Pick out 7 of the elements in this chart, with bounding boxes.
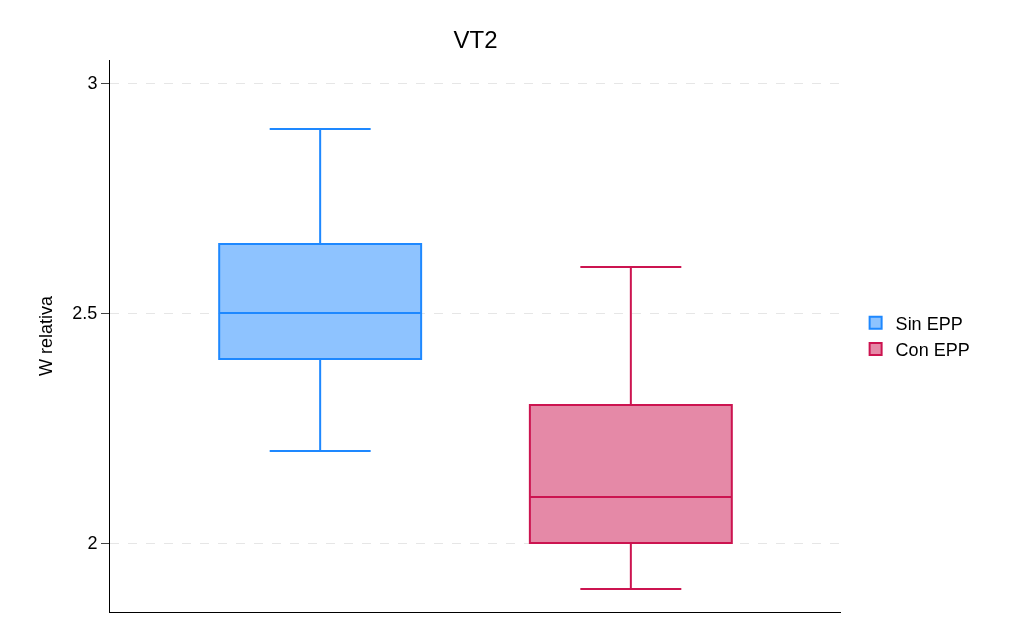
y-tick-label: 2 xyxy=(87,533,98,554)
y-axis-title: W relativa xyxy=(35,295,56,377)
y-tick-label: 3 xyxy=(87,73,98,94)
y-tick-label: 2.5 xyxy=(72,303,98,324)
legend-label: Sin EPP xyxy=(895,313,963,334)
chart-title: VT2 xyxy=(453,26,498,54)
legend-label: Con EPP xyxy=(895,340,970,361)
